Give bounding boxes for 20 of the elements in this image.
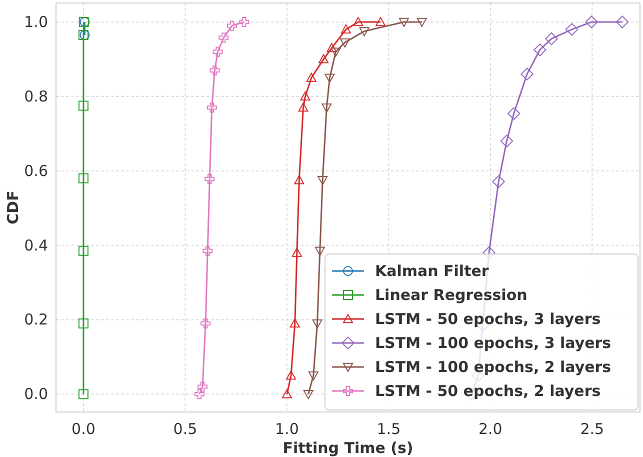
legend-label: Kalman Filter — [375, 262, 490, 280]
x-tick-label: 2.5 — [580, 420, 604, 438]
legend-label: Linear Regression — [375, 286, 528, 304]
y-tick-label: 1.0 — [24, 12, 48, 31]
x-tick-label: 0.0 — [72, 420, 96, 438]
legend-label: LSTM - 50 epochs, 3 layers — [375, 310, 601, 328]
y-tick-label: 0.2 — [24, 310, 48, 329]
y-tick-label: 0.6 — [24, 162, 48, 180]
legend-label: LSTM - 50 epochs, 2 layers — [375, 382, 601, 400]
y-axis-title: CDF — [4, 190, 22, 224]
y-tick-label: 0.8 — [24, 87, 48, 106]
x-tick-label: 0.5 — [173, 420, 198, 438]
x-tick-label: 1.0 — [275, 420, 299, 438]
x-axis-title: Fitting Time (s) — [282, 439, 414, 457]
legend-label: LSTM - 100 epochs, 3 layers — [375, 334, 612, 352]
legend-label: LSTM - 100 epochs, 2 layers — [375, 358, 612, 376]
y-tick-label: 0.4 — [24, 236, 48, 254]
y-tick-label: 0.0 — [24, 385, 48, 404]
x-tick-label: 2.0 — [478, 420, 502, 438]
x-tick-label: 1.5 — [376, 420, 401, 438]
